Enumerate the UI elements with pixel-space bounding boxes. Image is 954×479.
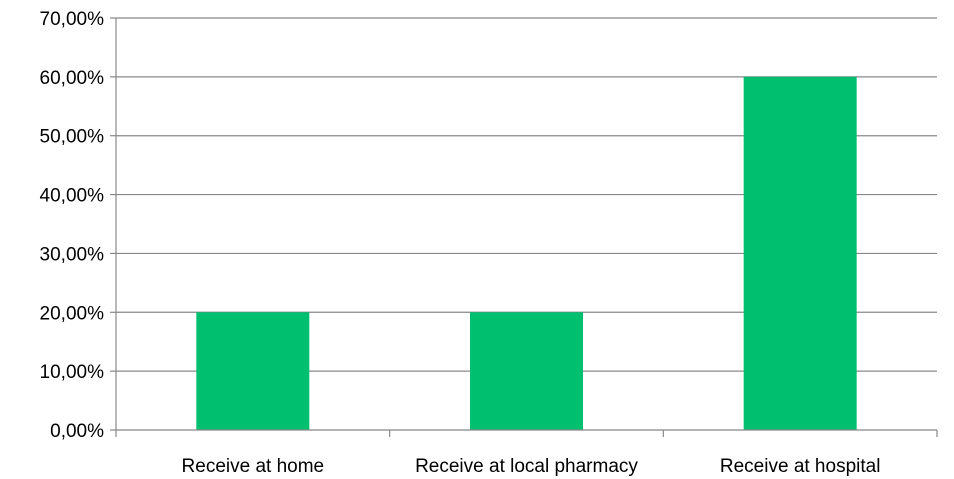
- y-tick-label: 50,00%: [40, 127, 105, 148]
- x-category-label: Receive at hospital: [720, 456, 881, 477]
- y-tick-label: 20,00%: [40, 303, 105, 324]
- y-tick-label: 60,00%: [40, 68, 105, 89]
- y-tick-label: 0,00%: [50, 421, 104, 442]
- y-axis-tick-labels: 0,00% 10,00% 20,00% 30,00% 40,00% 50,00% 60,00…: [40, 9, 105, 442]
- x-axis-category-labels: Receive at home Receive at local pharmacy…: [182, 456, 881, 477]
- bars: [196, 76, 857, 430]
- y-tick-label: 30,00%: [40, 244, 105, 265]
- x-category-label: Receive at local pharmacy: [415, 456, 638, 477]
- bar: [196, 312, 310, 430]
- y-tick-label: 10,00%: [40, 362, 105, 383]
- y-tick-label: 40,00%: [40, 186, 105, 207]
- axes: [110, 17, 938, 437]
- bar: [743, 76, 857, 430]
- bar: [470, 312, 583, 430]
- x-category-label: Receive at home: [182, 456, 325, 477]
- y-tick-label: 70,00%: [40, 9, 105, 30]
